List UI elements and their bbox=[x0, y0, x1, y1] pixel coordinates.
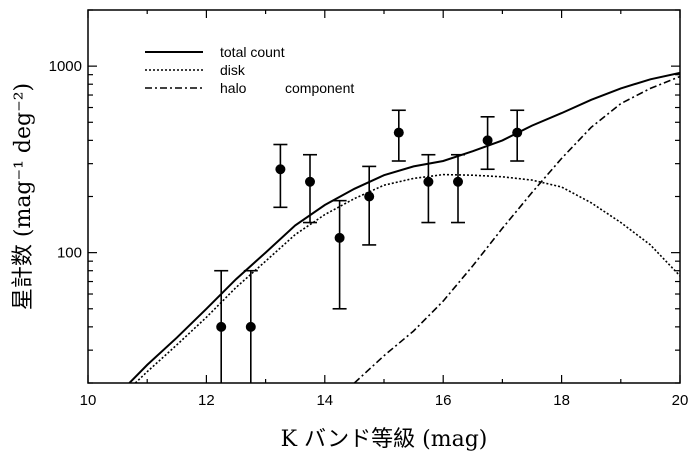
x-tick-label: 16 bbox=[435, 392, 452, 409]
legend-item: total count bbox=[145, 44, 285, 60]
data-points bbox=[214, 109, 525, 383]
data-point bbox=[510, 109, 525, 162]
x-tick-label: 20 bbox=[672, 392, 689, 409]
plot-frame bbox=[87, 9, 681, 384]
series-total-count bbox=[128, 71, 680, 383]
axis-ticks: 10 12 14 16 18 20 100 1000 bbox=[49, 9, 689, 409]
data-point bbox=[391, 109, 406, 162]
series-halo bbox=[353, 75, 680, 383]
y-tick-label: 100 bbox=[57, 245, 82, 262]
legend-label: total count bbox=[220, 44, 285, 60]
x-tick-label: 10 bbox=[80, 392, 97, 409]
y-axis-title: 星計数 (mag⁻¹ deg⁻²) bbox=[11, 83, 36, 310]
data-point bbox=[332, 199, 347, 310]
legend-label: disk bbox=[220, 62, 246, 78]
legend-item: halo bbox=[145, 80, 247, 96]
data-point bbox=[214, 269, 229, 383]
series-disk bbox=[134, 173, 680, 383]
data-point bbox=[451, 153, 465, 224]
point-marker bbox=[364, 191, 375, 202]
point-marker bbox=[245, 321, 256, 332]
legend-label: halo bbox=[220, 80, 247, 96]
legend: total count disk halo component bbox=[145, 44, 354, 96]
point-marker bbox=[275, 164, 286, 175]
series-layer bbox=[128, 71, 680, 383]
legend-item: disk bbox=[145, 62, 246, 78]
point-marker bbox=[453, 176, 463, 187]
y-tick-label: 1000 bbox=[49, 58, 82, 75]
point-marker bbox=[216, 321, 227, 332]
x-tick-label: 14 bbox=[316, 392, 333, 409]
data-point bbox=[480, 116, 495, 171]
point-marker bbox=[512, 127, 523, 138]
data-point bbox=[362, 165, 377, 246]
legend-note: component bbox=[285, 80, 354, 96]
point-marker bbox=[334, 232, 345, 243]
data-point bbox=[273, 143, 288, 209]
data-point bbox=[243, 269, 258, 383]
point-marker bbox=[393, 127, 404, 138]
data-point bbox=[421, 153, 436, 224]
x-tick-label: 12 bbox=[198, 392, 215, 409]
x-tick-label: 18 bbox=[553, 392, 570, 409]
data-point bbox=[303, 153, 317, 224]
x-axis-title: K バンド等級 (mag) bbox=[281, 427, 488, 452]
point-marker bbox=[423, 176, 434, 187]
point-marker bbox=[305, 176, 315, 187]
point-marker bbox=[482, 135, 493, 146]
